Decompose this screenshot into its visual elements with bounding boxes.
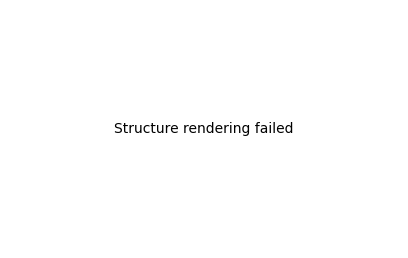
Text: Structure rendering failed: Structure rendering failed [114,122,294,136]
